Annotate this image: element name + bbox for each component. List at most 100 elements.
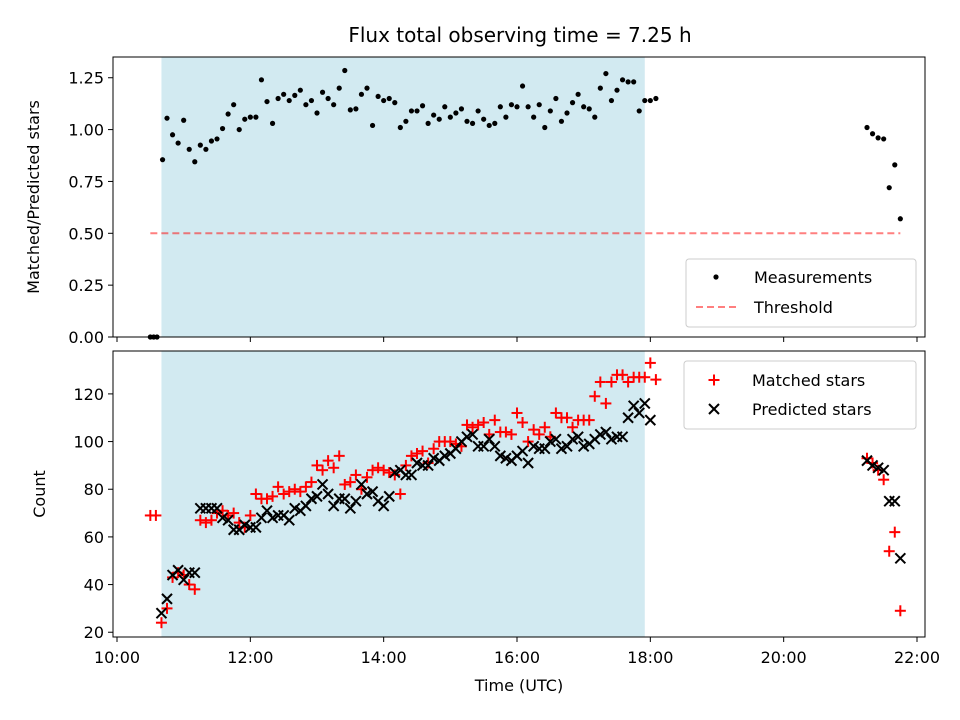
predicted-point xyxy=(616,431,629,443)
legend-matched-symbol xyxy=(708,374,720,386)
predicted-point xyxy=(327,500,340,512)
matched-point xyxy=(461,419,473,431)
measurement-point xyxy=(492,120,498,126)
matched-point xyxy=(161,602,173,614)
legend-predicted-label: Predicted stars xyxy=(752,400,872,419)
measurement-point xyxy=(375,93,381,100)
measurement-point xyxy=(392,100,398,106)
measurement-point xyxy=(386,95,392,102)
matched-point xyxy=(517,417,529,428)
y-tick-label: 20 xyxy=(84,623,104,642)
matched-point xyxy=(417,445,429,457)
predicted-point xyxy=(450,443,462,455)
matched-point xyxy=(644,357,656,369)
matched-point xyxy=(305,476,317,488)
measurement-point xyxy=(225,111,231,117)
matched-point xyxy=(300,481,312,493)
count-y-axis-label: Count xyxy=(30,470,49,518)
measurement-point xyxy=(292,92,298,98)
matched-point xyxy=(367,464,379,476)
x-tick-label: 22:00 xyxy=(894,648,940,667)
measurement-point xyxy=(408,108,415,114)
measurement-point xyxy=(325,95,331,102)
measurement-point xyxy=(436,116,442,122)
measurement-point xyxy=(419,103,426,109)
predicted-point xyxy=(350,495,362,507)
measurement-point xyxy=(447,114,453,120)
measurement-point xyxy=(336,85,342,91)
y-tick-label: 60 xyxy=(84,528,104,547)
matched-point xyxy=(500,426,512,438)
y-tick-label: 1.00 xyxy=(68,121,104,140)
y-tick-label: 120 xyxy=(73,385,104,404)
measurement-point xyxy=(242,116,248,122)
matched-point xyxy=(533,428,545,440)
measurement-point xyxy=(364,85,370,91)
x-tick-label: 20:00 xyxy=(761,648,807,667)
matched-point xyxy=(617,369,629,381)
ratio-legend-box xyxy=(685,258,917,328)
count-legend: Matched stars Predicted stars xyxy=(683,360,917,430)
legend-matched-label: Matched stars xyxy=(752,371,865,390)
predicted-point xyxy=(189,566,201,579)
predicted-point xyxy=(622,412,634,424)
matched-point xyxy=(339,478,351,490)
predicted-point xyxy=(405,469,418,481)
x-tick-label: 14:00 xyxy=(361,648,407,667)
measurement-point xyxy=(197,142,203,148)
matched-point xyxy=(194,514,206,526)
measurement-point xyxy=(186,146,192,152)
matched-point xyxy=(411,447,423,459)
matched-point xyxy=(639,371,651,383)
legend-threshold-label: Threshold xyxy=(753,298,833,317)
measurement-point xyxy=(347,107,353,113)
measurement-point xyxy=(614,87,620,93)
ratio-panel-observing-window xyxy=(161,57,645,337)
predicted-point xyxy=(633,407,645,419)
predicted-point xyxy=(311,490,323,503)
matched-point xyxy=(444,436,456,448)
predicted-point xyxy=(877,464,890,476)
time-x-axis: 10:00 12:00 14:00 16:00 18:00 20:00 22:00 xyxy=(94,637,940,667)
predicted-point xyxy=(639,397,651,410)
matched-point xyxy=(550,407,562,419)
matched-point xyxy=(878,474,890,486)
x-tick-label: 12:00 xyxy=(227,648,273,667)
matched-point xyxy=(228,507,240,519)
ratio-legend: Measurements Threshold xyxy=(685,258,917,328)
measurement-point xyxy=(581,104,587,110)
matched-point xyxy=(200,517,212,529)
predicted-point xyxy=(250,521,262,534)
measurement-point xyxy=(425,120,431,126)
measurement-point xyxy=(303,102,309,108)
predicted-point xyxy=(522,457,534,469)
measurement-point xyxy=(625,79,631,85)
matched-point xyxy=(283,486,295,498)
predicted-point xyxy=(466,428,479,441)
matched-point xyxy=(289,483,301,495)
predicted-point xyxy=(355,478,368,491)
predicted-point xyxy=(600,426,612,438)
legend-measurements-label: Measurements xyxy=(754,268,872,287)
y-tick-label: 80 xyxy=(84,480,104,499)
predicted-point xyxy=(489,440,501,453)
measurement-point xyxy=(203,146,209,152)
measurement-point xyxy=(553,95,559,102)
ratio-y-axis: 0.00 0.25 0.50 0.75 1.00 1.25 xyxy=(68,69,113,347)
matched-point xyxy=(583,414,595,426)
measurement-point xyxy=(208,138,215,144)
matched-point xyxy=(322,455,334,467)
matched-point xyxy=(522,436,534,448)
predicted-point xyxy=(383,490,395,503)
predicted-point xyxy=(644,414,657,426)
y-tick-label: 1.25 xyxy=(68,69,104,88)
measurement-point xyxy=(542,124,548,131)
matched-point xyxy=(467,421,479,433)
measurement-point xyxy=(497,104,503,110)
matched-point xyxy=(561,412,573,424)
measurement-point xyxy=(608,97,615,104)
matched-point xyxy=(272,481,284,493)
ratio-y-axis-label: Matched/Predicted stars xyxy=(24,100,43,294)
measurement-point xyxy=(892,162,898,168)
count-legend-box xyxy=(683,360,917,430)
